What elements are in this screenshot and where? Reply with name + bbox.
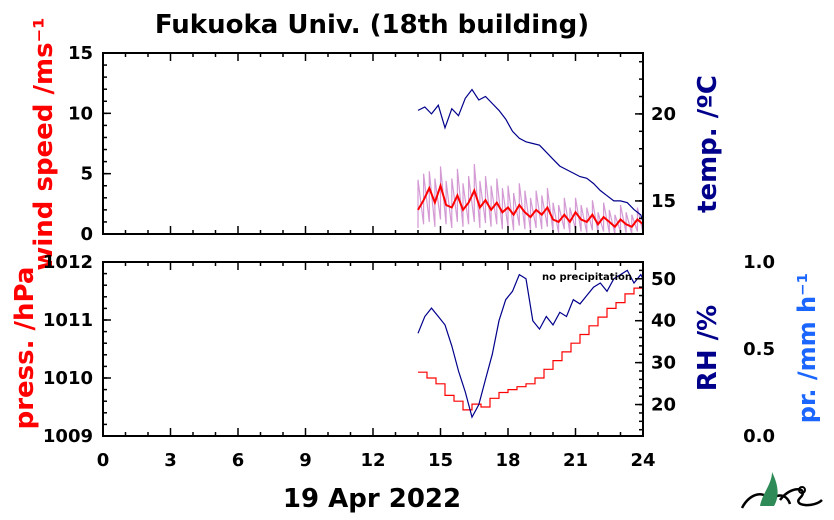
pressure-line (418, 279, 644, 411)
y-tick-label: 15 (68, 43, 93, 64)
y-tick-label: 50 (651, 269, 676, 290)
y-tick-label: 40 (651, 311, 676, 332)
bottom-panel-ticks: 0 3 6 9 12 15 18 21 24 1009 1010 1011 1012 20 30 40 50 0.… (43, 252, 775, 471)
x-tick-label: 0 (97, 450, 110, 471)
bottom-plot-area (417, 269, 644, 419)
x-tick-label: 21 (563, 450, 588, 471)
y-tick-label: 1011 (43, 310, 93, 331)
y-tick-label: 1010 (43, 368, 93, 389)
x-tick-label: 12 (360, 450, 385, 471)
pressure-axis-label: press. /hPa (10, 267, 40, 430)
top-panel: 0 5 10 15 15 20 wind speed /ms⁻¹ temp. /ºC (29, 17, 723, 270)
temperature-line (417, 88, 644, 222)
chart-title: Fukuoka Univ. (18th building) (155, 10, 589, 40)
precip-tick-label: 1.0 (743, 252, 775, 273)
precipitation-axis-label: pr. /mm h⁻¹ (793, 273, 821, 423)
y-tick-label: 20 (651, 104, 676, 125)
y-tick-label: 15 (651, 191, 676, 212)
top-plot-area (417, 88, 644, 235)
wind-gust-range-line (417, 163, 644, 235)
bottom-panel-frame (102, 261, 644, 437)
y-tick-label: 10 (68, 103, 93, 124)
y-tick-label: 5 (80, 164, 93, 185)
x-tick-label: 9 (299, 450, 312, 471)
institution-logo-icon (740, 472, 823, 509)
temperature-axis-label: temp. /ºC (693, 75, 723, 213)
wind-speed-axis-label: wind speed /ms⁻¹ (29, 17, 59, 270)
bottom-panel: 0 3 6 9 12 15 18 21 24 1009 1010 1011 1012 20 30 40 50 0.… (10, 252, 821, 471)
top-panel-frame (102, 52, 644, 235)
humidity-line (417, 269, 644, 419)
y-tick-label: 1009 (43, 426, 93, 447)
wind-speed-line (417, 182, 644, 229)
x-tick-label: 6 (232, 450, 245, 471)
x-tick-label: 3 (164, 450, 177, 471)
y-tick-label: 30 (651, 353, 676, 374)
x-axis-label: 19 Apr 2022 (283, 484, 461, 514)
y-tick-label: 0 (80, 224, 93, 245)
y-tick-label: 1012 (43, 252, 93, 273)
precip-tick-label: 0.0 (743, 426, 775, 447)
x-tick-label: 24 (630, 450, 655, 471)
x-tick-label: 15 (428, 450, 453, 471)
humidity-axis-label: RH /% (693, 305, 723, 391)
no-precipitation-note: no precipitation (542, 272, 632, 283)
x-tick-label: 18 (495, 450, 520, 471)
precip-tick-label: 0.5 (743, 339, 775, 360)
y-tick-label: 20 (651, 395, 676, 416)
top-panel-ticks: 0 5 10 15 15 20 (68, 43, 676, 245)
